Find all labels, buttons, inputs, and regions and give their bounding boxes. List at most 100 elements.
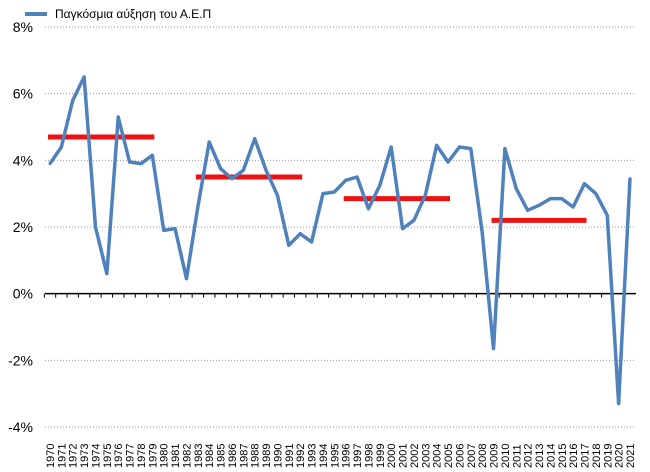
y-tick-label: 0% [13,286,33,302]
x-tick-label: 2012 [523,444,535,468]
data-point [48,162,52,166]
y-tick-label: -2% [8,352,33,368]
data-point [526,208,530,212]
x-tick-label: 1975 [102,444,114,468]
data-point [253,137,257,141]
x-tick-label: 1999 [375,444,387,468]
x-tick-label: 1995 [329,444,341,468]
x-tick-label: 1987 [238,444,250,468]
data-point [139,162,143,166]
data-point [583,182,587,186]
series-lines [48,75,632,406]
data-point [105,272,109,276]
x-tick-label: 1988 [250,444,262,468]
x-tick-label: 2018 [591,444,603,468]
x-tick-label: 2000 [386,444,398,468]
x-tick-label: 1978 [136,444,148,468]
data-point [207,140,211,144]
data-point [264,168,268,172]
data-point [480,230,484,234]
data-point [401,227,405,231]
x-tick-label: 1998 [363,444,375,468]
data-point [469,147,473,151]
x-tick-label: 1991 [284,444,296,468]
legend-label: Παγκόσμια αύξηση του Α.Ε.Π [55,7,211,21]
x-tick-label: 1986 [227,444,239,468]
x-tick-label: 1970 [45,444,57,468]
data-point [446,160,450,164]
data-point [128,160,132,164]
x-tick-label: 1979 [147,444,159,468]
x-tick-label: 1973 [79,444,91,468]
data-point [537,203,541,207]
y-tick-label: 2% [13,219,33,235]
data-point [162,228,166,232]
data-point [116,115,120,119]
y-tick-label: 6% [13,86,33,102]
x-tick-label: 1989 [261,444,273,468]
legend: Παγκόσμια αύξηση του Α.Ε.Π [25,7,211,21]
x-tick-label: 1982 [181,444,193,468]
x-tick-label: 1996 [341,444,353,468]
x-tick-label: 1997 [352,444,364,468]
data-point [230,177,234,181]
data-point [503,147,507,151]
x-tick-label: 2003 [420,444,432,468]
x-tick-label: 2001 [398,444,410,468]
data-point [412,218,416,222]
x-tick-label: 1971 [56,444,68,468]
data-point [457,145,461,149]
x-tick-label: 2020 [614,444,626,468]
x-tick-label: 1993 [307,444,319,468]
data-point [287,243,291,247]
x-tick-label: 1994 [318,444,330,468]
x-tick-label: 1974 [90,444,102,468]
y-tick-label: -4% [8,419,33,435]
x-tick-label: 1983 [193,444,205,468]
data-point [196,205,200,209]
data-point [605,213,609,217]
data-point [275,193,279,197]
data-point [71,98,75,102]
x-tick-label: 2007 [466,444,478,468]
x-tick-label: 1972 [68,444,80,468]
x-tick-label: 2021 [625,444,637,468]
data-point [617,402,621,406]
x-tick-label: 2011 [511,444,523,468]
data-point [173,227,177,231]
y-tick-label: 8% [13,19,33,35]
data-point [492,347,496,351]
y-axis-ticks: 8% 6% 4% 2% 0% -2% -4% [8,19,33,435]
data-point [548,197,552,201]
x-tick-label: 2013 [534,444,546,468]
x-tick-label: 1984 [204,444,216,468]
x-axis [43,292,636,298]
data-point [435,143,439,147]
gridlines [45,26,636,428]
data-point [93,225,97,229]
x-tick-label: 1992 [295,444,307,468]
x-tick-label: 2004 [432,444,444,468]
data-point [355,175,359,179]
data-point [310,240,314,244]
data-point [594,192,598,196]
data-point [321,192,325,196]
x-tick-label: 2019 [602,444,614,468]
data-point [219,167,223,171]
x-tick-label: 1985 [216,444,228,468]
data-point [184,277,188,281]
data-point [378,183,382,187]
data-point [560,197,564,201]
data-point [571,205,575,209]
data-point [628,177,632,181]
series-line [48,75,632,406]
x-tick-label: 1976 [113,444,125,468]
data-point [332,190,336,194]
data-point [423,193,427,197]
x-tick-label: 2010 [500,444,512,468]
x-tick-label: 1990 [272,444,284,468]
data-point [389,145,393,149]
data-point [366,207,370,211]
x-axis-ticks: 1970 1971 1972 1973 1974 1975 1976 1977 1978 1979… [45,444,637,468]
